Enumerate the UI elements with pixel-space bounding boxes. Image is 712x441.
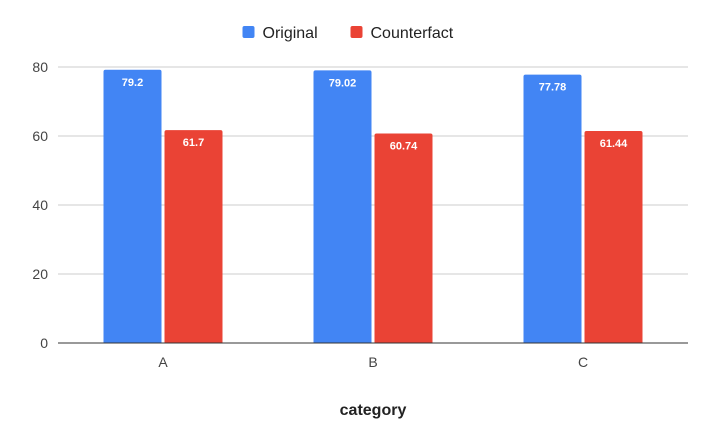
y-tick-label: 40 [32, 197, 48, 213]
data-label: 79.02 [329, 77, 357, 89]
legend-label: Counterfact [371, 25, 454, 42]
data-label: 60.74 [390, 140, 418, 152]
x-tick-label: C [578, 354, 588, 370]
y-tick-label: 20 [32, 266, 48, 282]
y-tick-label: 60 [32, 128, 48, 144]
legend-swatch [350, 26, 363, 38]
bar-original-c[interactable] [523, 74, 582, 343]
y-tick-label: 80 [32, 59, 48, 75]
bars [103, 69, 643, 344]
gridlines [58, 66, 688, 275]
y-tick-label: 0 [40, 335, 48, 351]
legend-item-original[interactable]: Original [242, 25, 318, 42]
legend-label: Original [263, 25, 318, 42]
bar-counterfact-c[interactable] [584, 131, 643, 343]
legend[interactable]: Original Counterfact [242, 25, 454, 42]
bar-original-a[interactable] [103, 69, 162, 343]
x-tick-label: B [368, 354, 377, 370]
legend-swatch [242, 26, 255, 38]
x-axis-title: category [340, 402, 407, 419]
bar-counterfact-a[interactable] [164, 130, 223, 343]
data-label: 79.2 [122, 77, 143, 89]
bar-counterfact-b[interactable] [374, 133, 433, 343]
legend-item-counterfact[interactable]: Counterfact [350, 25, 454, 42]
data-labels: 79.2 61.7 79.02 60.74 77.78 61.44 [122, 77, 628, 153]
x-tick-label: A [158, 354, 168, 370]
data-label: 77.78 [539, 82, 567, 94]
bar-original-b[interactable] [313, 70, 372, 344]
axes: 0 20 40 60 80 A B C [32, 59, 688, 370]
data-label: 61.7 [183, 137, 204, 149]
data-label: 61.44 [600, 138, 628, 150]
